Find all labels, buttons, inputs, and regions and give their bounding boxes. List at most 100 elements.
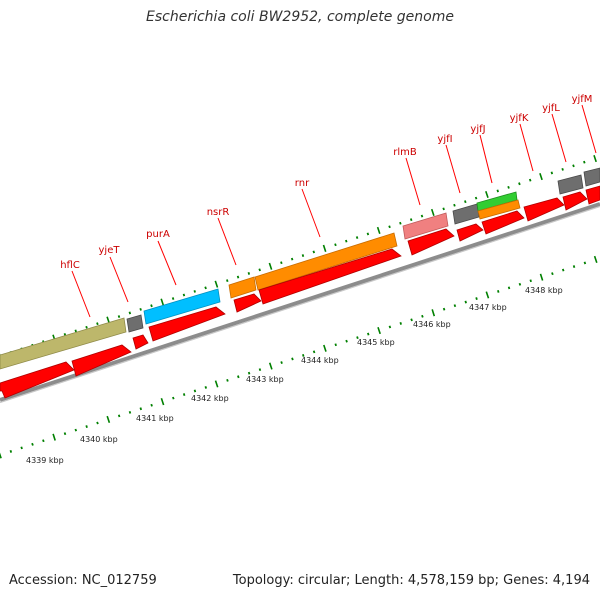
kbp-label: 4346 kbp: [413, 320, 451, 329]
major-tick: [376, 226, 381, 234]
major-tick: [377, 326, 381, 335]
kbp-label: 4339 kbp: [26, 456, 64, 465]
minor-tick: [117, 315, 121, 318]
minor-tick: [345, 339, 348, 343]
minor-tick: [550, 171, 554, 175]
minor-tick: [345, 239, 348, 243]
minor-tick: [421, 314, 424, 318]
minor-tick: [128, 410, 132, 414]
gene-label-yjeT: yjeT: [99, 245, 121, 256]
minor-tick: [42, 439, 45, 443]
minor-tick: [561, 268, 565, 272]
minor-tick: [388, 225, 391, 229]
minor-tick: [291, 357, 294, 361]
feature-orange: [477, 199, 521, 220]
minor-tick: [171, 297, 175, 300]
major-tick: [431, 309, 436, 317]
minor-tick: [31, 442, 34, 446]
minor-tick: [247, 272, 251, 275]
kbp-label: 4343 kbp: [246, 375, 284, 384]
major-tick: [0, 452, 2, 459]
genome-backbone: [0, 202, 600, 404]
kbp-label: 4344 kbp: [301, 356, 339, 365]
cds-arrow: [407, 228, 455, 256]
minor-tick: [529, 279, 532, 283]
cds-arrow: [523, 197, 565, 222]
minor-tick: [366, 232, 370, 236]
minor-tick: [182, 293, 186, 297]
cds-track: [0, 185, 600, 399]
minor-tick: [74, 428, 78, 432]
major-tick: [485, 291, 490, 299]
minor-tick: [355, 236, 359, 239]
minor-tick: [85, 425, 88, 428]
minor-tick: [420, 214, 424, 218]
feature-gray: [557, 174, 584, 195]
major-tick: [322, 244, 327, 252]
minor-tick: [312, 250, 316, 254]
minor-tick: [334, 243, 337, 247]
minor-tick: [453, 304, 457, 308]
minor-tick: [551, 272, 554, 276]
feature-pink: [402, 212, 449, 240]
cds-arrow: [233, 293, 262, 313]
feature-cyan: [143, 288, 221, 325]
minor-tick: [388, 325, 392, 329]
minor-tick: [528, 178, 532, 182]
major-tick: [214, 380, 219, 388]
minor-tick: [150, 403, 153, 407]
minor-tick: [74, 329, 77, 333]
gene-label-nsrR: nsrR: [207, 207, 230, 218]
major-tick: [214, 280, 219, 288]
minor-tick: [507, 286, 511, 290]
minor-tick: [356, 336, 359, 340]
minor-tick: [312, 350, 316, 354]
minor-tick: [9, 450, 13, 453]
minor-tick: [507, 185, 510, 189]
gene-label-rlmB: rlmB: [393, 147, 417, 158]
minor-tick: [150, 304, 153, 308]
major-tick: [268, 262, 273, 270]
minor-tick: [561, 167, 564, 171]
cds-arrow: [456, 223, 484, 242]
gene-label-yjfJ: yjfJ: [470, 124, 485, 135]
minor-tick: [410, 318, 413, 322]
gene-label-leaders: [71, 104, 597, 318]
minor-tick: [204, 286, 207, 290]
gene-label-rnr: rnr: [295, 178, 310, 189]
gene-labels: hflC yjeT purA nsrR rnr rlmB yjfI yjfJ y…: [60, 94, 592, 271]
cds-arrow: [71, 344, 132, 377]
minor-tick: [442, 307, 446, 311]
minor-tick: [247, 371, 251, 375]
minor-tick: [572, 265, 576, 268]
minor-tick: [464, 200, 467, 204]
kbp-label: 4341 kbp: [136, 414, 174, 423]
feature-olive: [0, 317, 127, 370]
minor-tick: [464, 300, 467, 304]
feature-gray: [583, 167, 600, 187]
kbp-label: 4340 kbp: [80, 435, 118, 444]
minor-tick: [399, 221, 402, 225]
major-tick: [593, 255, 598, 263]
minor-tick: [193, 290, 196, 293]
minor-tick: [182, 393, 186, 396]
minor-tick: [302, 354, 305, 357]
minor-tick: [583, 261, 587, 265]
minor-tick: [497, 290, 500, 293]
minor-tick: [226, 378, 229, 382]
major-tick: [593, 155, 597, 163]
minor-tick: [399, 322, 402, 325]
major-tick: [485, 190, 489, 199]
minor-tick: [63, 432, 67, 436]
inner-tick-row: [0, 255, 598, 459]
minor-tick: [172, 396, 175, 400]
minor-tick: [117, 414, 121, 418]
minor-tick: [139, 307, 142, 311]
gene-label-yjfI: yjfI: [437, 134, 452, 145]
minor-tick: [128, 311, 132, 315]
minor-tick: [301, 254, 305, 257]
accession-text: Accession: NC_012759: [9, 573, 157, 588]
minor-tick: [474, 196, 478, 200]
minor-tick: [334, 343, 337, 347]
